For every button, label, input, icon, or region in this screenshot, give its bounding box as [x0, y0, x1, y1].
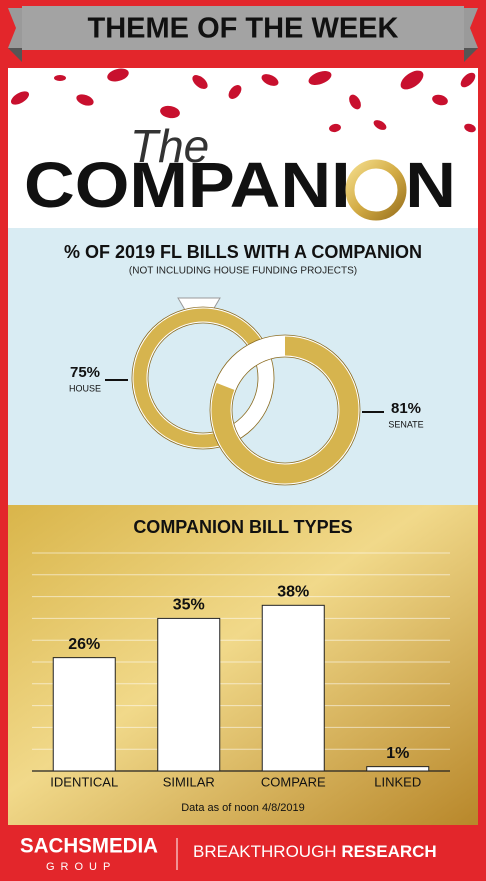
ring-arc [133, 308, 264, 448]
banner-fold [464, 48, 478, 62]
ring-edge [209, 334, 361, 486]
data-note: Data as of noon 4/8/2019 [181, 802, 305, 814]
bar-value-label: 38% [277, 584, 309, 601]
bar [52, 657, 116, 772]
bar-value-label: 1% [386, 745, 409, 762]
donut-title: % OF 2019 FL BILLS WITH A COMPANION [64, 242, 422, 262]
title-script: The [130, 120, 209, 172]
ring-arc [211, 336, 359, 484]
bar-chart: 26% IDENTICAL 35% SIMILAR 38% COMPARE 1% LINKED [32, 552, 450, 789]
ring-edge [131, 306, 275, 450]
brand-sub: GROUP [46, 861, 116, 873]
ring-edge [231, 356, 339, 464]
donut-value-label: 75% [70, 364, 100, 381]
bar [366, 766, 430, 772]
brand: SACHSMEDIA [20, 835, 158, 858]
banner [22, 6, 464, 50]
tagline-light: BREAKTHROUGH [193, 842, 337, 861]
x-tick-label: COMPARE [261, 774, 326, 789]
x-tick-label: LINKED [374, 774, 421, 789]
tagline-bold: RESEARCH [341, 842, 436, 861]
title-ring [345, 159, 407, 221]
ring-edge [147, 322, 259, 434]
donut-value-label: 81% [391, 400, 421, 417]
ring-mask [346, 160, 406, 220]
bar [261, 604, 325, 772]
donut-subtitle: (NOT INCLUDING HOUSE FUNDING PROJECTS) [129, 266, 357, 277]
bar-value-label: 35% [173, 597, 205, 614]
donut-category-label: HOUSE [69, 383, 101, 393]
banner-text: THEME OF THE WEEK [88, 13, 399, 45]
bar [157, 617, 221, 772]
bar-title: COMPANION BILL TYPES [133, 517, 352, 537]
tagline: BREAKTHROUGH RESEARCH [193, 842, 437, 861]
donut-chart: 75% HOUSE 81% SENATE [69, 306, 424, 486]
x-tick-label: SIMILAR [163, 774, 215, 789]
petals [10, 68, 476, 133]
bar-value-label: 26% [68, 636, 100, 653]
donut-category-label: SENATE [388, 419, 423, 429]
banner-fold [8, 48, 22, 62]
x-tick-label: IDENTICAL [50, 774, 118, 789]
